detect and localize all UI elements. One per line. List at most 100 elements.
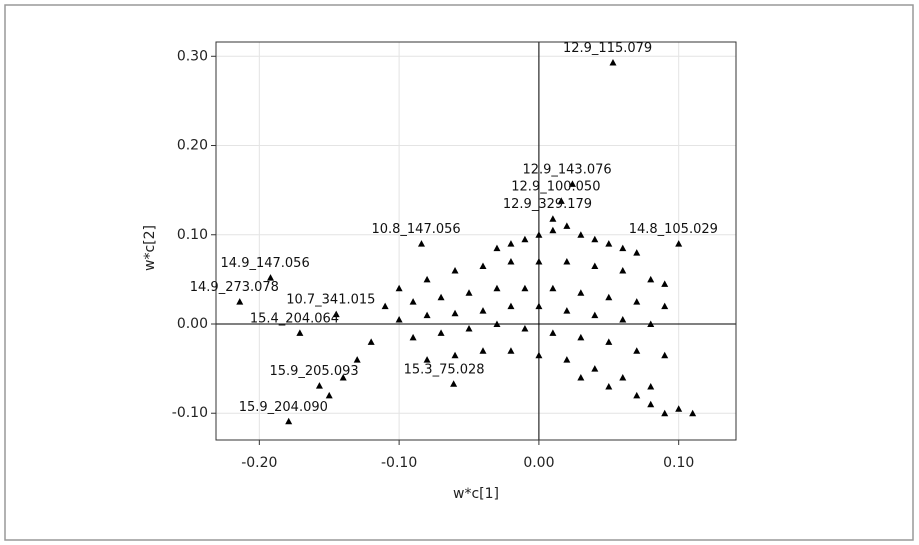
- point: [437, 329, 445, 336]
- point-label: 15.9_205.093: [269, 364, 358, 379]
- point: [577, 333, 585, 341]
- point: [465, 289, 473, 296]
- point: [535, 258, 543, 265]
- point: [451, 309, 459, 317]
- point: [423, 356, 431, 363]
- y-axis-label: w*c[2]: [142, 225, 158, 271]
- point: [451, 351, 459, 359]
- point: [633, 249, 641, 256]
- point: [675, 405, 683, 412]
- point: [591, 235, 599, 243]
- point: [568, 180, 576, 187]
- point: [521, 235, 529, 243]
- point: [423, 275, 431, 283]
- point: [451, 266, 459, 274]
- point: [507, 302, 515, 310]
- point-label: 14.9_273.078: [190, 280, 279, 295]
- point: [417, 240, 425, 247]
- point: [409, 333, 417, 341]
- point: [591, 262, 599, 269]
- point: [423, 311, 431, 319]
- point: [661, 351, 669, 359]
- point: [563, 356, 571, 363]
- point: [605, 240, 613, 247]
- y-tick-label: 0.10: [177, 227, 208, 243]
- point: [479, 307, 487, 314]
- point: [557, 197, 565, 204]
- point: [409, 298, 417, 305]
- point: [577, 231, 585, 238]
- point: [647, 400, 655, 408]
- point: [605, 293, 613, 301]
- point: [437, 293, 445, 301]
- x-tick-label: 0.10: [663, 455, 694, 471]
- point: [450, 380, 458, 387]
- point: [647, 275, 655, 283]
- y-tick-label: -0.10: [172, 405, 208, 421]
- point: [563, 258, 571, 265]
- point: [661, 302, 669, 310]
- point: [549, 284, 557, 292]
- point-label: 15.3_75.028: [404, 362, 485, 377]
- point: [267, 274, 275, 281]
- point: [325, 391, 333, 399]
- point: [315, 382, 323, 389]
- point: [661, 280, 669, 287]
- point: [577, 374, 585, 381]
- point: [507, 347, 515, 354]
- point: [381, 302, 389, 310]
- point: [563, 307, 571, 314]
- point: [493, 320, 501, 327]
- point-label: 12.9_115.079: [563, 41, 652, 56]
- point: [339, 374, 347, 381]
- point: [591, 311, 599, 319]
- x-axis-label: w*c[1]: [453, 486, 499, 502]
- point: [535, 302, 543, 310]
- point: [609, 59, 617, 66]
- point: [332, 310, 340, 318]
- plot-border: [215, 41, 737, 441]
- x-tick-label: -0.20: [241, 455, 277, 471]
- point: [535, 231, 543, 238]
- point: [619, 266, 627, 274]
- x-tick-label: -0.10: [381, 455, 417, 471]
- point: [549, 215, 557, 222]
- point: [507, 258, 515, 265]
- point-label: 12.9_100.050: [511, 179, 600, 194]
- point: [521, 324, 529, 332]
- point: [507, 240, 515, 247]
- point: [619, 316, 627, 323]
- point: [367, 338, 375, 345]
- point: [577, 289, 585, 296]
- point-label: 10.7_341.015: [286, 293, 375, 308]
- point: [465, 324, 473, 332]
- point: [591, 365, 599, 372]
- point: [236, 298, 244, 305]
- y-tick-label: 0.00: [177, 316, 208, 332]
- point: [285, 417, 293, 425]
- point-label: 10.8_147.056: [371, 222, 460, 237]
- point: [689, 409, 697, 417]
- point: [493, 244, 501, 252]
- point-label: 15.4_204.064: [250, 311, 339, 326]
- point-label: 15.9_204.090: [239, 400, 328, 415]
- plot-area: [216, 42, 736, 440]
- point: [605, 338, 613, 345]
- x-tick-label: 0.00: [523, 455, 554, 471]
- point: [479, 262, 487, 269]
- point: [647, 320, 655, 327]
- point-label: 14.9_147.056: [221, 256, 310, 271]
- point: [633, 347, 641, 354]
- point: [647, 382, 655, 390]
- y-tick-label: 0.30: [177, 48, 208, 64]
- point: [296, 329, 304, 336]
- point: [633, 391, 641, 399]
- point: [675, 240, 683, 247]
- point: [479, 347, 487, 354]
- point: [549, 226, 557, 234]
- point: [353, 356, 361, 363]
- point: [535, 351, 543, 359]
- point: [633, 298, 641, 305]
